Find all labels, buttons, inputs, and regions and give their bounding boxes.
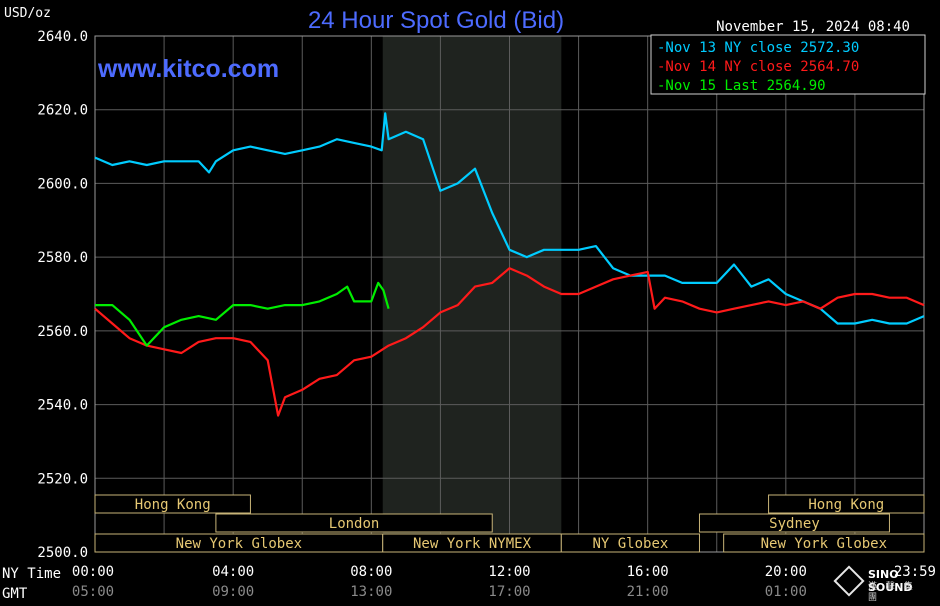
logo-sub: 漢 聲 集 團 — [868, 582, 916, 603]
watermark-text: www.kitco.com — [97, 55, 279, 83]
nymex-session-shade — [382, 36, 562, 552]
y-tick-labels: 2500.0 2520.0 2540.0 2560.0 2580.0 2600.0 2620… — [37, 29, 88, 561]
market-band — [768, 494, 925, 514]
y-tick-label: 2600.0 — [37, 176, 88, 192]
market-band — [94, 494, 251, 514]
market-band-label: London — [329, 516, 380, 532]
market-band — [215, 513, 493, 533]
diamond-logo-icon — [833, 565, 865, 597]
market-band-label: New York Globex — [176, 536, 302, 552]
series-line — [94, 267, 925, 417]
x-tick-label-ny: 23:59 — [894, 564, 936, 580]
y-tick-label: 2580.0 — [37, 250, 88, 266]
x-tick-label-ny: 08:00 — [350, 564, 392, 580]
y-tick-label: 2620.0 — [37, 103, 88, 119]
market-band — [723, 533, 925, 553]
market-band-label: New York NYMEX — [413, 536, 532, 552]
legend: -Nov 13 NY close 2572.30 -Nov 14 NY close… — [657, 40, 859, 94]
market-band-label: Hong Kong — [808, 497, 884, 513]
market-band-label: Sydney — [769, 516, 820, 532]
x-tick-label-ny: 16:00 — [627, 564, 669, 580]
x-tick-label-gmt: 17:00 — [488, 584, 530, 600]
y-tick-label: 2640.0 — [37, 29, 88, 45]
x-tick-label-ny: 04:00 — [212, 564, 254, 580]
legend-box — [650, 34, 926, 95]
x-tick-label-ny: 00:00 — [72, 564, 114, 580]
price-series — [94, 112, 925, 417]
x-tick-label-gmt: 01:00 — [765, 584, 807, 600]
market-band-label: Hong Kong — [135, 497, 211, 513]
x-tick-label-gmt: 21:00 — [627, 584, 669, 600]
market-session-bands: Hong Kong London New York Globex New York N… — [94, 494, 925, 553]
market-band — [560, 533, 700, 553]
y-tick-label: 2540.0 — [37, 398, 88, 414]
market-band-label: NY Globex — [592, 536, 668, 552]
y-tick-label: 2500.0 — [37, 545, 88, 561]
sino-sound-logo: SINO SOUND 漢 聲 集 團 — [833, 565, 932, 603]
x-tick-label-ny: 12:00 — [488, 564, 530, 580]
y-axis-label: USD/oz — [4, 6, 51, 21]
x-tick-labels: 00:00 04:00 08:00 12:00 16:00 20:00 23:59 05:00… — [72, 564, 936, 600]
legend-entry: -Nov 15 Last 2564.90 — [657, 78, 826, 94]
x-tick-label-gmt: 05:00 — [72, 584, 114, 600]
series-line — [94, 112, 925, 325]
x-tick-label-gmt: 13:00 — [350, 584, 392, 600]
x-tick-label-gmt: 09:00 — [212, 584, 254, 600]
x-axis-label-gmt: GMT — [2, 586, 28, 602]
logo-name: SINO SOUND — [868, 568, 913, 594]
x-axis-label-ny: NY Time — [2, 566, 61, 582]
legend-entry: -Nov 13 NY close 2572.30 — [657, 40, 859, 56]
chart-date: November 15, 2024 08:40 — [716, 19, 910, 35]
market-band-label: New York Globex — [761, 536, 887, 552]
series-line — [95, 281, 390, 347]
legend-entry: -Nov 14 NY close 2564.70 — [657, 59, 859, 75]
x-tick-label-ny: 20:00 — [765, 564, 807, 580]
y-tick-label: 2520.0 — [37, 471, 88, 487]
y-tick-label: 2560.0 — [37, 324, 88, 340]
chart-title: 24 Hour Spot Gold (Bid) — [308, 7, 564, 34]
market-band — [698, 513, 890, 533]
